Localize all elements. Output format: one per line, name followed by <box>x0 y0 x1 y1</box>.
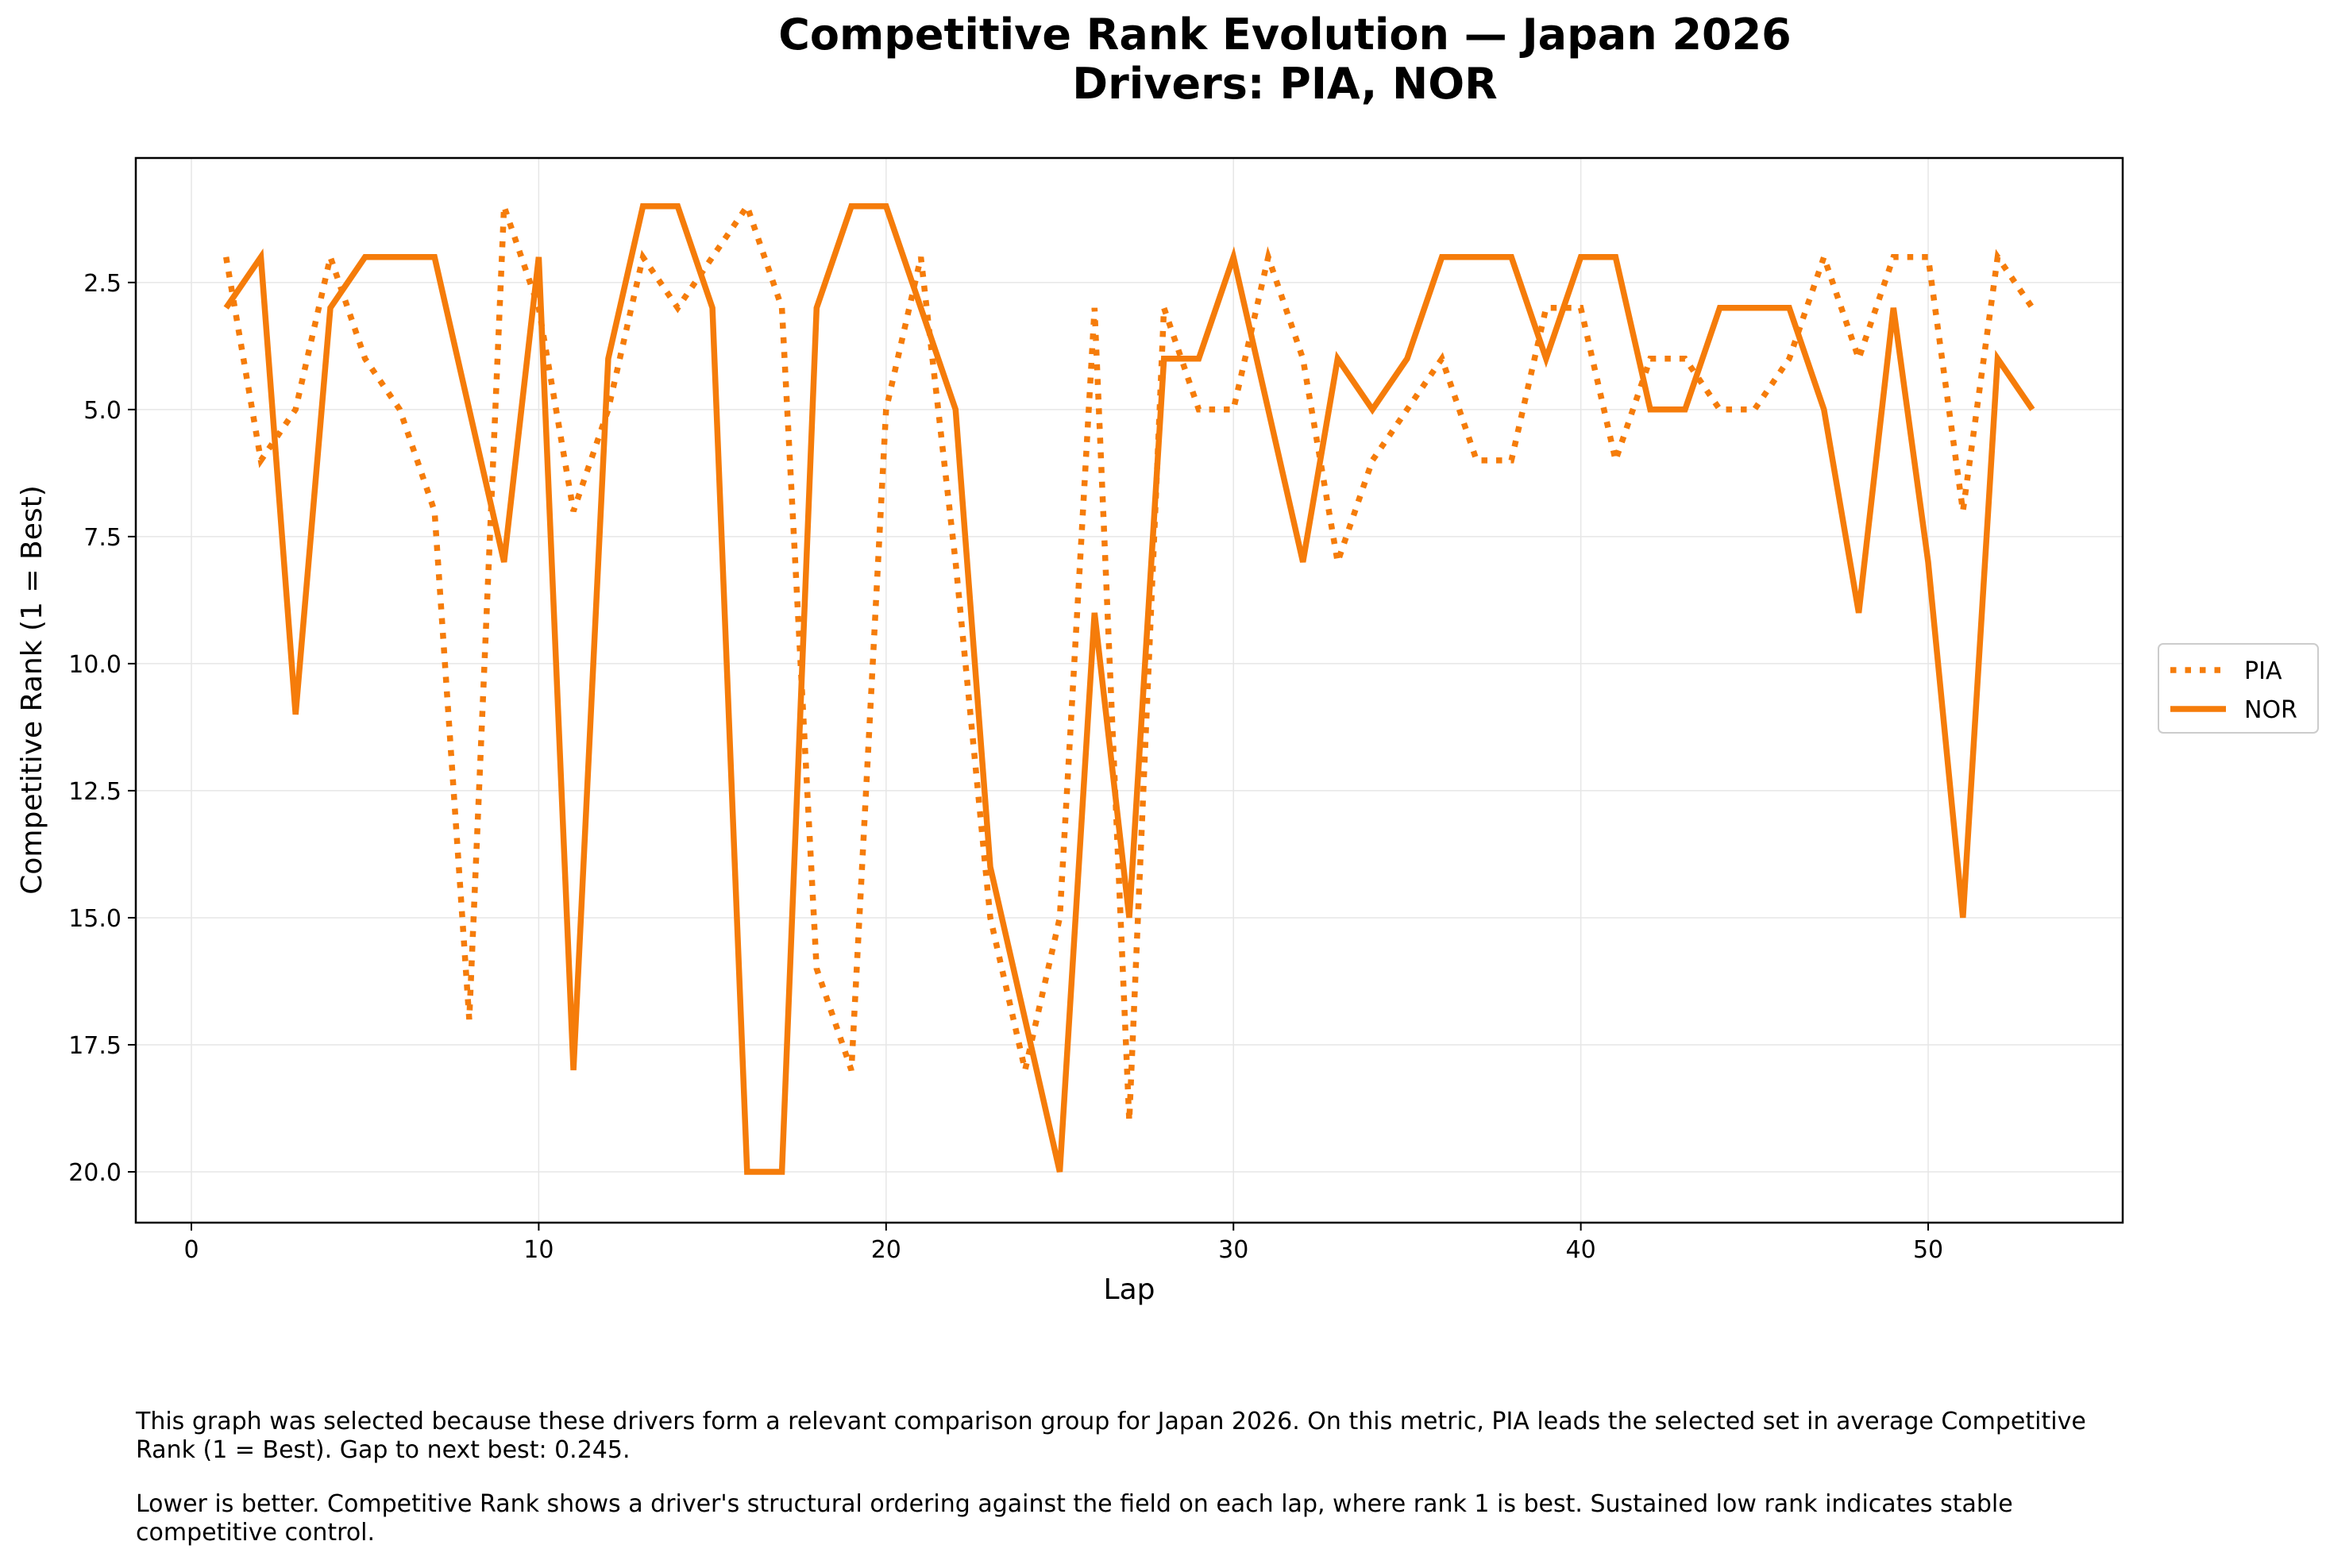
legend-label-nor: NOR <box>2244 696 2297 724</box>
x-tick-label: 30 <box>1218 1236 1248 1264</box>
y-tick-label: 17.5 <box>68 1032 122 1060</box>
chart-subtitle: Drivers: PIA, NOR <box>1072 59 1497 109</box>
caption-selection-rationale: This graph was selected because these dr… <box>136 1408 2086 1464</box>
grid <box>136 158 2123 1223</box>
x-tick-label: 0 <box>183 1236 199 1264</box>
series-line-pia <box>223 199 2035 1122</box>
caption-metric-explanation: Lower is better. Competitive Rank shows … <box>136 1490 2013 1547</box>
series-layer <box>223 199 2035 1175</box>
series-line-nor <box>223 203 2035 1175</box>
y-tick-label: 12.5 <box>68 778 122 806</box>
y-tick-label: 15.0 <box>68 905 122 933</box>
legend: PIA NOR <box>2158 643 2319 734</box>
x-axis-label: Lap <box>1104 1273 1155 1306</box>
chart-title: Competitive Rank Evolution — Japan 2026 <box>778 10 1792 60</box>
legend-label-pia: PIA <box>2244 657 2282 685</box>
y-tick-label: 20.0 <box>68 1159 122 1187</box>
y-tick-label: 5.0 <box>83 397 122 425</box>
y-axis-label: Competitive Rank (1 = Best) <box>16 485 48 895</box>
x-tick-label: 20 <box>871 1236 901 1264</box>
axis-ticks: 0 10 20 30 40 50 2.5 5.0 7.5 10.0 12.5 15.0 17.5 20.0 <box>68 270 1943 1264</box>
y-tick-label: 2.5 <box>83 270 122 298</box>
x-tick-label: 10 <box>523 1236 554 1264</box>
x-tick-label: 40 <box>1566 1236 1596 1264</box>
y-tick-label: 10.0 <box>68 651 122 679</box>
x-tick-label: 50 <box>1913 1236 1943 1264</box>
plot-frame <box>134 156 2124 1224</box>
y-tick-label: 7.5 <box>83 524 122 552</box>
